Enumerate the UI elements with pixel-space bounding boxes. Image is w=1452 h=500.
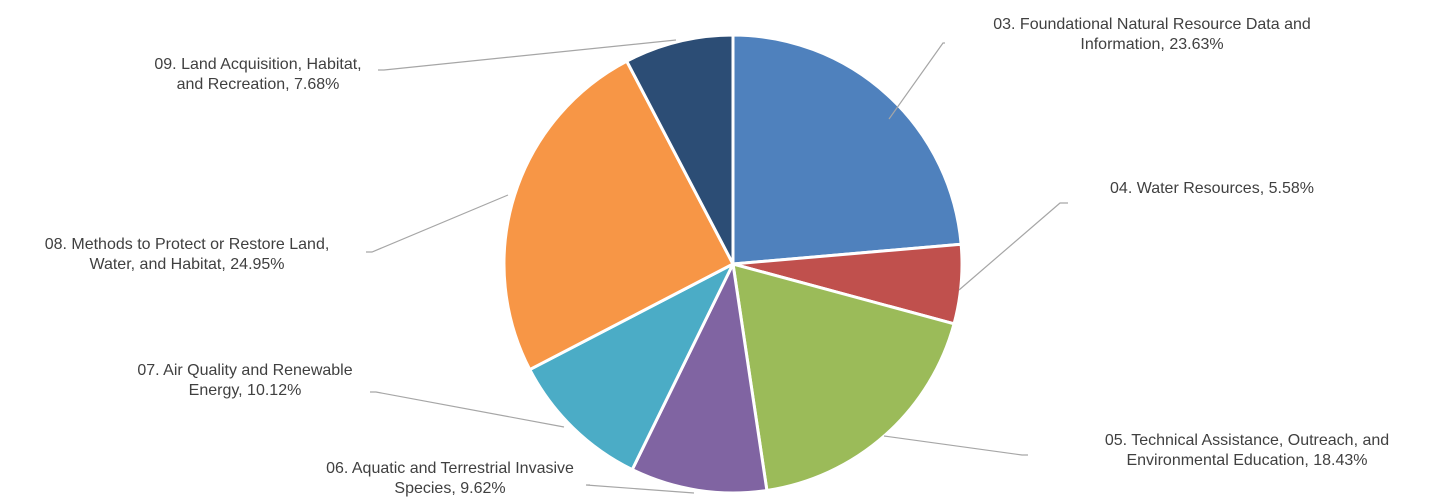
data-label-aquatic-and-terrestrial-invasive-species: 06. Aquatic and Terrestrial Invasive Spec… bbox=[326, 460, 574, 497]
data-label-line: 09. Land Acquisition, Habitat, bbox=[154, 56, 361, 73]
data-label-line: 04. Water Resources, 5.58% bbox=[1110, 180, 1314, 197]
data-label-line: and Recreation, 7.68% bbox=[177, 76, 340, 93]
leader-line-technical-assistance-outreach-and-environmental-education bbox=[883, 435, 1028, 456]
data-label-line: Environmental Education, 18.43% bbox=[1126, 452, 1367, 469]
data-label-line: Species, 9.62% bbox=[394, 480, 505, 497]
data-label-line: Water, and Habitat, 24.95% bbox=[89, 256, 284, 273]
pie-slice-technical-assistance-outreach-and-environmental-education bbox=[731, 262, 956, 492]
data-label-line: 07. Air Quality and Renewable bbox=[137, 362, 352, 379]
leader-line-methods-to-protect-or-restore-land-water-and-habitat bbox=[366, 194, 509, 253]
leader-line-air-quality-and-renewable-energy bbox=[370, 391, 565, 428]
pie-slice-air-quality-and-renewable-energy bbox=[528, 262, 735, 472]
data-label-line: 05. Technical Assistance, Outreach, and bbox=[1105, 432, 1389, 449]
data-labels: 03. Foundational Natural Resource Data a… bbox=[45, 16, 1389, 497]
data-label-water-resources: 04. Water Resources, 5.58% bbox=[1110, 180, 1314, 197]
leader-line-foundational-natural-resource-data-and-information bbox=[888, 42, 945, 120]
data-label-foundational-natural-resource-data-and-information: 03. Foundational Natural Resource Data a… bbox=[993, 16, 1311, 53]
pie-slice-aquatic-and-terrestrial-invasive-species bbox=[630, 262, 769, 495]
pie-slice-land-acquisition-habitat-and-recreation bbox=[625, 33, 735, 266]
data-label-line: Information, 23.63% bbox=[1080, 36, 1223, 53]
leader-line-water-resources bbox=[958, 202, 1068, 291]
data-label-methods-to-protect-or-restore-land-water-and-habitat: 08. Methods to Protect or Restore Land, W… bbox=[45, 236, 330, 273]
data-label-line: 06. Aquatic and Terrestrial Invasive bbox=[326, 460, 574, 477]
data-label-line: 03. Foundational Natural Resource Data a… bbox=[993, 16, 1311, 33]
data-label-line: 08. Methods to Protect or Restore Land, bbox=[45, 236, 330, 253]
data-label-technical-assistance-outreach-and-environmental-education: 05. Technical Assistance, Outreach, and E… bbox=[1105, 432, 1389, 469]
data-label-line: Energy, 10.12% bbox=[189, 382, 302, 399]
pie-slice-methods-to-protect-or-restore-land-water-and-habitat bbox=[502, 59, 735, 372]
pie-slices bbox=[502, 33, 964, 495]
data-label-land-acquisition-habitat-and-recreation: 09. Land Acquisition, Habitat, and Recrea… bbox=[154, 56, 361, 93]
leader-lines bbox=[366, 39, 1068, 494]
data-label-air-quality-and-renewable-energy: 07. Air Quality and Renewable Energy, 10.… bbox=[137, 362, 352, 399]
leader-line-land-acquisition-habitat-and-recreation bbox=[378, 39, 677, 71]
leader-line-aquatic-and-terrestrial-invasive-species bbox=[585, 484, 695, 494]
pie-slice-foundational-natural-resource-data-and-information bbox=[731, 33, 963, 266]
